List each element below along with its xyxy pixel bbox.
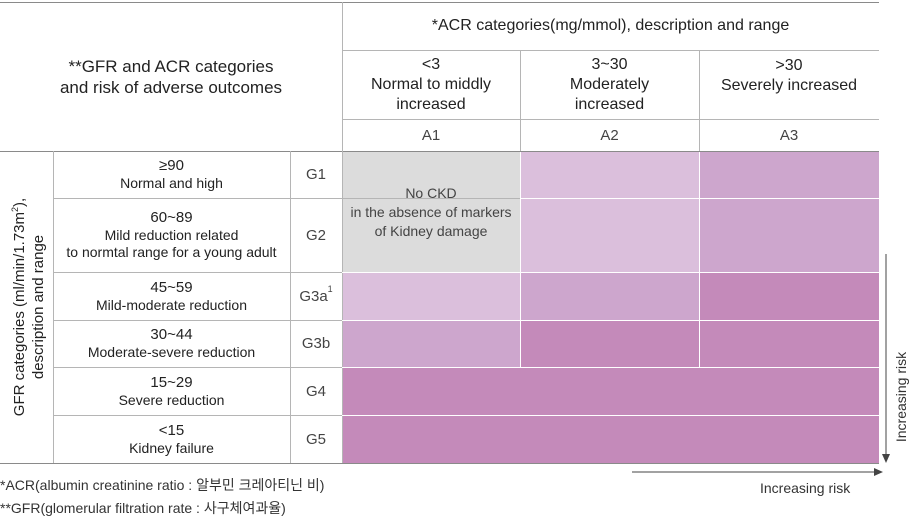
risk-cell-g3a-a2 (520, 273, 699, 321)
gfr-row-g3b-desc: 30~44 Moderate-severe reduction (53, 320, 290, 367)
acr-a3-range: >30 (775, 57, 803, 74)
gfr-row-g4-desc: 15~29 Severe reduction (53, 367, 290, 415)
risk-cell-g3b-a1 (342, 321, 520, 368)
acr-a1-desc-line1: Normal to middly (370, 75, 492, 93)
horizontal-risk-label: Increasing risk (760, 480, 851, 496)
vertical-risk-label: Increasing risk (893, 351, 909, 443)
gfr-axis-line2: description and range (30, 234, 47, 380)
risk-cell-g3b-a3 (699, 321, 879, 368)
gfr-axis-line1: GFR categories (ml/min/1.73m2), (10, 197, 28, 417)
gfr-g3a-desc-line1: Mild-moderate reduction (96, 296, 247, 313)
gfr-g1-value: ≥90 (159, 157, 184, 174)
gfr-g3b-value: 30~44 (150, 326, 193, 343)
gfr-code-g1: G1 (305, 166, 326, 183)
gfr-code-g3b: G3b (301, 335, 331, 352)
risk-cell-g5-all (342, 416, 879, 463)
gfr-g4-desc-line1: Severe reduction (118, 391, 225, 408)
gfr-row-g2-desc: 60~89 Mild reduction related to normtal … (53, 198, 290, 272)
gfr-code-g5: G5 (305, 430, 326, 448)
no-ckd-line1: No CKD (405, 184, 457, 201)
footnote-acr: *ACR(albumin creatinine ratio : 알부민 크레아티… (0, 477, 325, 493)
gfr-g2-desc-line1: Mild reduction related (104, 227, 239, 243)
corner-title-line1: **GFR and ACR categories (68, 56, 274, 76)
gfr-row-g3a-desc: 45~59 Mild-moderate reduction (53, 272, 290, 320)
risk-cell-g2-a2 (520, 199, 699, 273)
no-ckd-line3: of Kidney damage (374, 222, 488, 239)
no-ckd-line2: in the absence of markers (350, 203, 512, 220)
no-ckd-text: No CKD in the absence of markers of Kidn… (342, 175, 520, 249)
acr-a1-range: <3 (421, 55, 441, 73)
risk-cell-g3a-a1 (342, 273, 520, 321)
acr-title-text: *ACR categories(mg/mmol), description an… (431, 17, 790, 34)
footnote-gfr: **GFR(glomerular filtration rate : 사구체여과… (0, 500, 286, 516)
gfr-g4-value: 15~29 (150, 373, 193, 391)
acr-column-a1: <3 Normal to middly increased (342, 50, 520, 119)
risk-cell-g1-a3 (699, 152, 879, 199)
corner-title-line2: and risk of adverse outcomes (59, 77, 283, 97)
gfr-g3a-value: 45~59 (150, 278, 193, 296)
risk-cell-g2-a3 (699, 199, 879, 273)
risk-cell-g1-a2 (520, 152, 699, 199)
gfr-g1-desc-line1: Normal and high (120, 175, 223, 191)
acr-code-a1: A1 (421, 126, 441, 144)
gfr-g3b-desc-line1: Moderate-severe reduction (87, 344, 256, 360)
acr-a2-desc-line1: Moderately (569, 75, 650, 93)
acr-a2-range: 3~30 (591, 55, 628, 73)
vertical-risk-arrow (882, 254, 890, 463)
gfr-row-g1-desc: ≥90 Normal and high (53, 151, 290, 198)
no-ckd-cell (342, 152, 520, 273)
acr-title: *ACR categories(mg/mmol), description an… (342, 2, 879, 50)
acr-a1-desc-line2: increased (396, 95, 466, 113)
gfr-code-g3a-sup: 1 (327, 284, 333, 294)
risk-cell-g3b-a2 (520, 321, 699, 368)
gfr-code-g3a-text: G3a (299, 287, 328, 305)
risk-cell-g3a-a3 (699, 273, 879, 321)
acr-a3-desc-line1: Severely increased (720, 77, 858, 94)
gfr-g5-value: <15 (158, 421, 185, 439)
gfr-code-g4: G4 (305, 382, 326, 400)
gfr-g2-desc-line2: to normtal range for a young adult (66, 244, 277, 260)
gfr-g5-desc-line1: Kidney failure (129, 439, 214, 456)
gfr-row-g5-desc: <15 Kidney failure (53, 415, 290, 463)
acr-code-a3: A3 (779, 126, 799, 144)
corner-title: **GFR and ACR categories and risk of adv… (0, 2, 342, 151)
gfr-code-g3a: G3a 1 (290, 272, 342, 320)
gfr-g2-value: 60~89 (150, 209, 193, 226)
acr-code-a2: A2 (600, 126, 619, 144)
acr-column-a2: 3~30 Moderately increased (520, 50, 699, 119)
horizontal-risk-arrow (632, 468, 883, 476)
risk-cell-g4-all (342, 368, 879, 416)
acr-a2-desc-line2: increased (574, 95, 645, 113)
gfr-code-g2: G2 (305, 226, 326, 244)
acr-column-a3: >30 Severely increased (699, 50, 879, 119)
